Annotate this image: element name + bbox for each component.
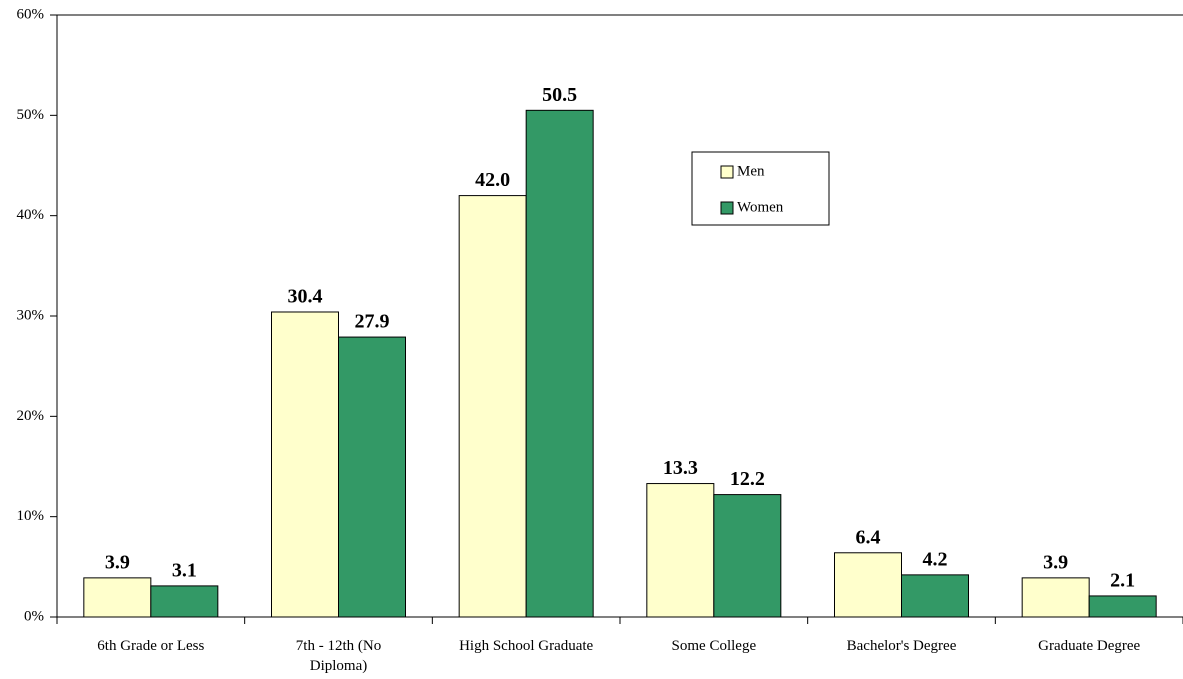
data-label: 3.1 [172,559,197,581]
bar [150,585,219,618]
y-tick-label: 50% [17,107,45,123]
y-tick-label: 0% [24,608,44,624]
bar [83,577,152,618]
data-label: 3.9 [105,551,130,573]
bar [646,483,715,618]
x-tick-label-box: 7th - 12th (No Diploma) [295,638,382,674]
bar [338,336,406,618]
x-tick-label-box: 6th Grade or Less [97,638,205,654]
bar [901,574,969,618]
x-tick-label-box: Bachelor's Degree [846,638,957,654]
bar [834,552,902,618]
bar [713,494,782,618]
x-tick-label-box: Some College [671,638,757,654]
legend-box [691,151,830,226]
y-tick-label: 30% [17,307,45,323]
x-tick-label-box: High School Graduate [459,638,594,654]
data-label: 2.1 [1110,570,1135,592]
y-tick-label: 10% [17,508,45,524]
bar [458,195,527,618]
bar [525,109,594,618]
data-label: 50.5 [542,84,577,106]
x-tick-label: High School Graduate [459,638,594,654]
data-label: 4.2 [923,548,948,570]
data-label: 27.9 [355,311,390,333]
legend-swatch [720,201,734,215]
data-label: 12.2 [730,468,765,490]
legend-label: Men [737,163,765,179]
bar [271,311,339,618]
x-tick-label-box: Graduate Degree [1038,638,1141,654]
bar [1088,595,1157,618]
x-tick-label: Graduate Degree [1038,638,1141,654]
x-tick-label: 6th Grade or Less [97,638,205,654]
data-label: 3.9 [1043,551,1068,573]
legend-label: Women [737,199,784,215]
bar [1021,577,1090,618]
x-tick-label: Some College [671,638,757,654]
y-tick-label: 60% [17,6,45,22]
y-tick-label: 20% [17,408,45,424]
data-label: 42.0 [475,169,510,191]
data-label: 30.4 [288,286,323,308]
data-label: 13.3 [663,457,698,479]
legend-swatch [720,165,734,179]
x-tick-label: Bachelor's Degree [846,638,957,654]
x-tick-label: 7th - 12th (No Diploma) [295,638,382,674]
y-tick-label: 40% [17,207,45,223]
data-label: 6.4 [856,526,881,548]
